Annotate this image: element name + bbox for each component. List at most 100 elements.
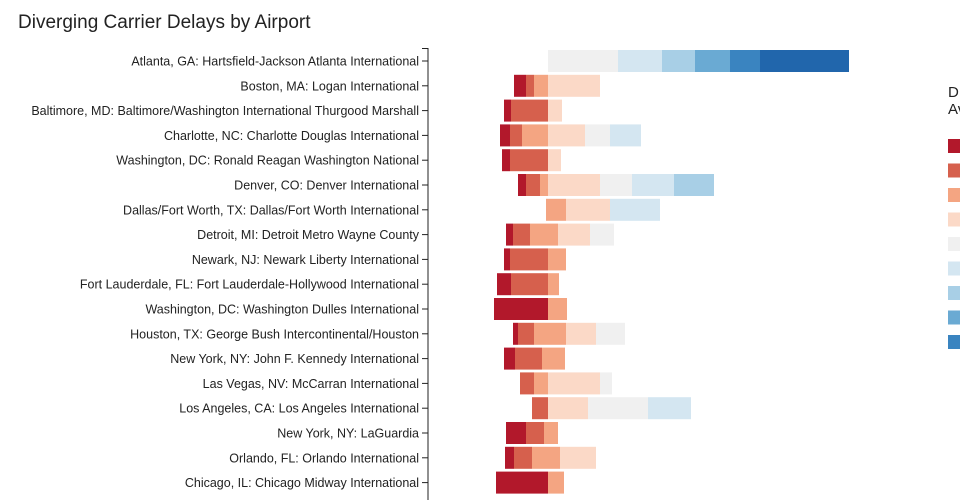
bar-segment [585,124,610,147]
bar-segment [574,74,600,97]
legend: DAv [948,84,960,349]
bar-segment [574,223,590,246]
legend-swatch[interactable] [948,310,960,325]
bar-segment [526,422,544,444]
bar-segment [548,298,567,320]
bar-segment [544,422,548,444]
bar-segment [560,124,585,147]
y-tick-label: Baltimore, MD: Baltimore/Washington Inte… [31,104,419,118]
bar-segment [548,99,562,122]
bar-segment [560,446,580,469]
bar-segment [526,174,540,196]
bar-segment [730,50,760,72]
bar-segment [558,223,574,246]
bar-segment [548,347,565,370]
bar-segment [548,397,588,420]
bar-segment [548,273,559,296]
bar-segment [518,322,534,345]
chart-title: Diverging Carrier Delays by Airport [18,12,311,33]
legend-swatch[interactable] [948,261,960,276]
bar-row [514,74,600,97]
bar-segment [596,322,625,345]
bar-segment [546,198,548,221]
legend-swatch[interactable] [948,188,960,202]
bar-segment [513,322,518,345]
bar-segment [648,397,691,420]
bar-row [504,99,562,122]
bar-segment [496,471,548,494]
bar-segment [674,174,714,196]
bar-segment [548,149,561,172]
bar-row [496,471,564,494]
legend-swatch[interactable] [948,286,960,300]
legend-title: DAv [948,84,960,118]
bar-segment [548,471,564,494]
bar-segment [548,446,560,469]
bar-segment [510,248,548,271]
legend-swatches [948,139,960,349]
bar-segment [548,372,578,395]
bar-segment [760,50,825,72]
bar-segment [600,372,612,395]
bar-segment [534,322,548,345]
bar-segment [511,273,548,296]
bar-segment [530,223,548,246]
bar-segment [600,174,632,196]
legend-swatch[interactable] [948,335,960,349]
y-tick-label: New York, NY: LaGuardia [277,427,419,441]
bar-segment [590,223,614,246]
bar-segment [644,198,660,221]
bar-segment [506,223,513,246]
bar-segment [588,397,648,420]
y-tick-label: Los Angeles, CA: Los Angeles Internation… [179,402,419,416]
y-tick-label: Boston, MA: Logan International [240,79,419,93]
y-tick-label: Detroit, MI: Detroit Metro Wayne County [197,228,420,242]
bar-segment [596,198,610,221]
bar-segment [510,149,548,172]
y-tick-label: Fort Lauderdale, FL: Fort Lauderdale-Hol… [80,278,419,292]
bar-segment [695,50,730,72]
bar-segment [580,446,596,469]
bar-segment [632,174,674,196]
bar-row [504,248,566,271]
bar-segment [542,347,548,370]
legend-swatch[interactable] [948,212,960,227]
y-tick-label: Washington, DC: Ronald Reagan Washington… [116,154,419,168]
bar-segment [514,74,526,97]
bar-segment [548,248,566,271]
bar-segment [511,99,548,122]
y-tick-label: Atlanta, GA: Hartsfield-Jackson Atlanta … [131,55,419,69]
bar-segment [514,446,532,469]
legend-swatch[interactable] [948,237,960,251]
bar-segment [534,372,548,395]
legend-swatch[interactable] [948,163,960,178]
bar-segment [504,99,511,122]
y-tick-label: Denver, CO: Denver International [234,179,419,193]
bar-segment [548,174,600,196]
y-tick-label: New York, NY: John F. Kennedy Internatio… [170,352,419,366]
bar-segment [513,223,530,246]
bar-segment [500,124,510,147]
bar-row [513,322,625,345]
bar-row [548,50,849,72]
bar-row [506,422,558,444]
bar-segment [497,273,511,296]
bar-segment [526,74,534,97]
bar-segment [548,422,558,444]
y-tick-label: Las Vegas, NV: McCarran International [203,377,419,391]
bar-segment [548,50,618,72]
bar-segment [534,74,548,97]
bar-segment [506,422,526,444]
legend-title-line: D [948,84,959,101]
y-tick-label: Orlando, FL: Orlando International [229,451,419,465]
bar-segment [520,372,534,395]
bar-segment [532,397,548,420]
bar-segment [662,50,695,72]
bar-row [500,124,641,147]
y-tick-label: Washington, DC: Washington Dulles Intern… [145,303,419,317]
legend-swatch[interactable] [948,139,960,153]
bar-row [546,198,660,221]
bar-row [518,174,714,196]
bar-row [502,149,561,172]
bar-row [494,298,567,320]
